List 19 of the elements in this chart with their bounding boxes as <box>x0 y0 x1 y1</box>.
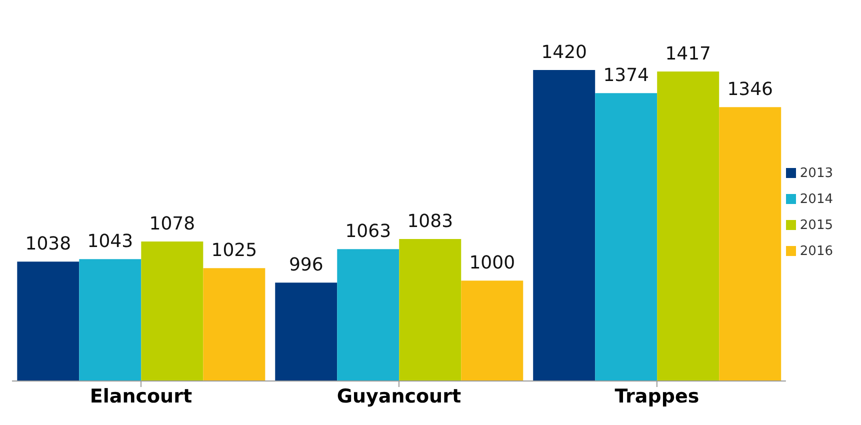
legend-label: 2016 <box>800 244 833 258</box>
legend-label: 2013 <box>800 166 833 180</box>
data-label: 1374 <box>603 65 650 86</box>
data-label: 1000 <box>469 252 516 274</box>
legend-label: 2014 <box>800 192 833 206</box>
data-label: 1078 <box>149 214 196 235</box>
data-label: 996 <box>288 254 324 276</box>
data-label: 1043 <box>87 231 134 252</box>
x-tick-label: Guyancourt <box>336 385 462 408</box>
data-label: 1083 <box>407 211 454 232</box>
data-label: 1063 <box>345 221 392 242</box>
data-label: 1038 <box>25 234 72 255</box>
data-label: 1025 <box>211 240 258 262</box>
legend-label: 2015 <box>800 218 833 232</box>
data-label: 1346 <box>727 79 774 100</box>
data-label: 1420 <box>541 42 588 63</box>
x-tick-label: Trappes <box>614 385 700 408</box>
x-tick-label: Elancourt <box>90 385 192 408</box>
data-label: 1417 <box>665 44 712 65</box>
